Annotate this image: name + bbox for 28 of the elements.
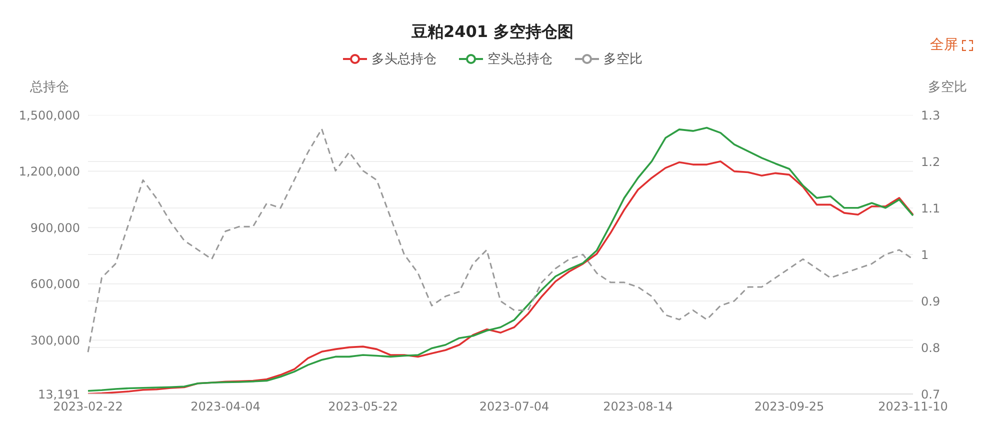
legend-label: 多空比: [604, 51, 642, 68]
y-tick-label: 13,191: [38, 387, 80, 402]
y2-tick-label: 0.8: [921, 340, 940, 355]
chart-title: 豆粕2401 多空持仓图: [411, 22, 574, 41]
x-tick-label: 2023-11-10: [878, 400, 948, 414]
y2-tick-label: 0.7: [921, 387, 940, 402]
y2-tick-label: 1.1: [921, 201, 940, 216]
y-tick-label: 300,000: [30, 333, 80, 348]
x-tick-label: 2023-05-22: [328, 400, 398, 414]
x-tick-label: 2023-07-04: [479, 400, 550, 414]
y-tick-label: 1,500,000: [18, 108, 80, 122]
x-tick-label: 2023-09-25: [754, 400, 824, 414]
y2-tick-label: 1: [921, 248, 929, 262]
y-tick-label: 600,000: [30, 277, 80, 292]
x-tick-label: 2023-08-14: [603, 400, 673, 414]
y-tick-label: 900,000: [30, 220, 80, 235]
x-tick-label: 2023-02-22: [53, 400, 123, 414]
x-tick-label: 2023-04-04: [190, 400, 260, 414]
line-series: [87, 128, 914, 353]
y2-axis-title: 多空比: [928, 79, 967, 96]
text: 全屏: [930, 36, 958, 54]
legend-label: 空头总持仓: [488, 51, 552, 68]
y-axis-title: 总持仓: [30, 79, 69, 96]
legend-label: 多头总持仓: [372, 51, 436, 68]
y-tick-label: 1,200,000: [18, 164, 80, 179]
y2-tick-label: 0.9: [921, 294, 940, 308]
y2-tick-label: 1.3: [921, 108, 940, 122]
y2-tick-label: 1.2: [921, 154, 940, 169]
